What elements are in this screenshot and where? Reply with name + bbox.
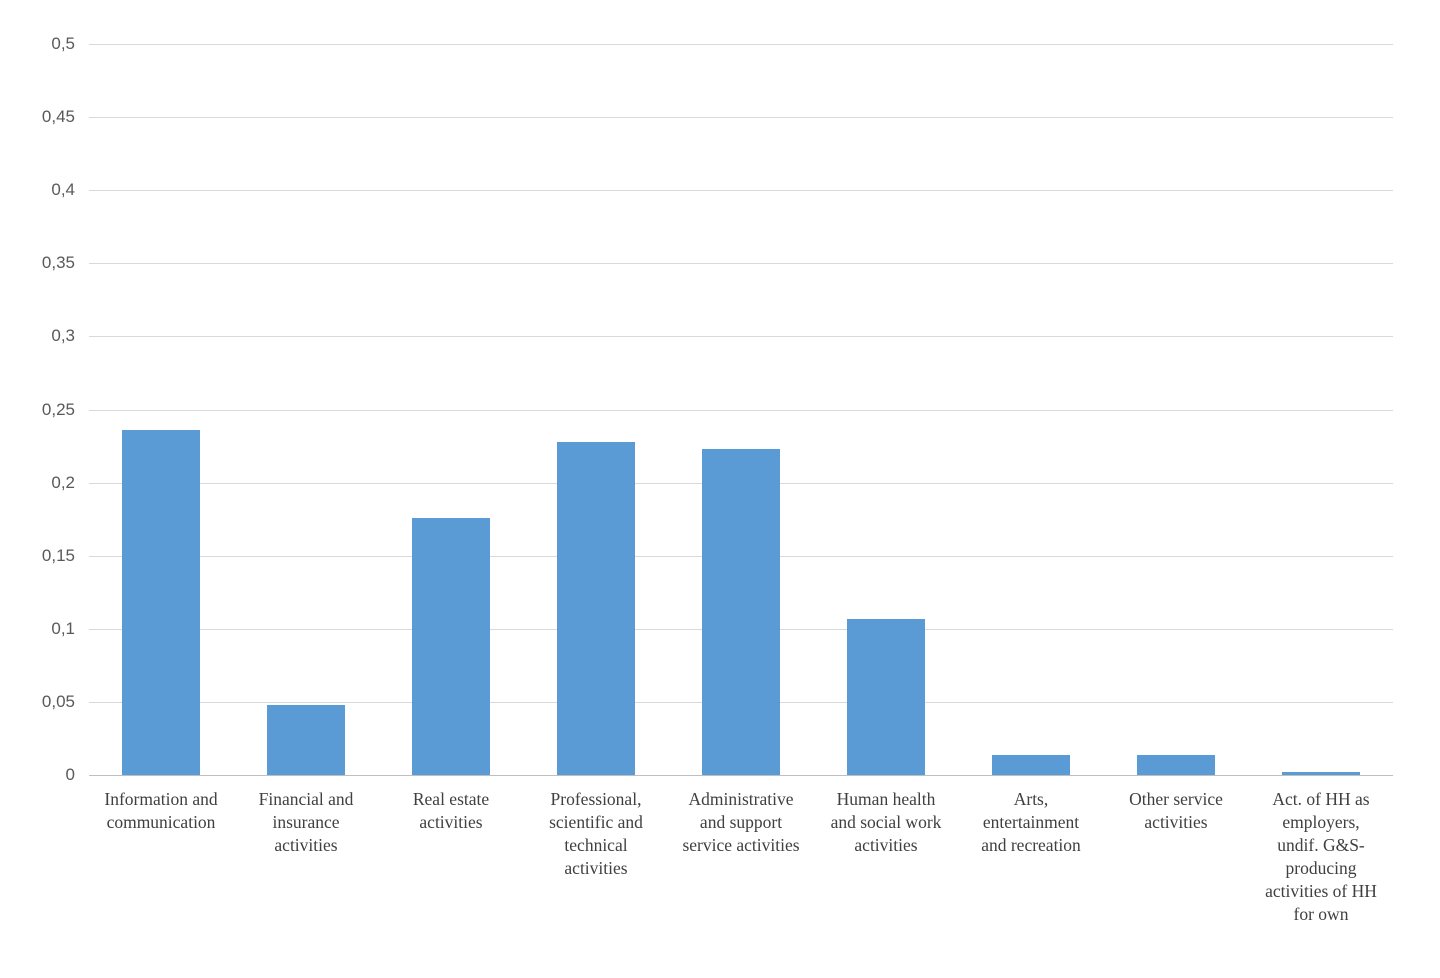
category-label-line: Information and	[104, 789, 218, 809]
category-label-line: technical	[564, 835, 628, 855]
bar-5	[702, 449, 780, 775]
y-axis-tick-label: 0	[65, 765, 75, 784]
category-label-line: Human health	[836, 789, 936, 809]
x-axis-category-label: Arts, entertainment and recreation	[951, 788, 1111, 857]
x-axis-category-label: Human health and social work activities	[806, 788, 966, 857]
bar-2	[267, 705, 345, 775]
x-axis-line	[89, 775, 1393, 776]
y-axis-tick-label: 0,5	[51, 34, 75, 53]
bar-3	[412, 518, 490, 775]
category-label-line: undif. G&S-	[1277, 835, 1365, 855]
category-label-line: employers,	[1282, 812, 1360, 832]
category-label-line: activities	[1144, 812, 1208, 832]
y-axis-tick-label: 0,25	[41, 400, 75, 419]
bar-1	[122, 430, 200, 775]
bar-6	[847, 619, 925, 775]
y-axis-tick-label: 0,15	[41, 546, 75, 565]
gridline	[89, 263, 1393, 264]
category-label-line: and recreation	[981, 835, 1081, 855]
category-label-line: activities	[274, 835, 338, 855]
bar-8	[1137, 755, 1215, 775]
category-label-line: Act. of HH as	[1272, 789, 1370, 809]
category-label-line: activities	[419, 812, 483, 832]
y-axis-tick-label: 0,2	[51, 473, 75, 492]
x-axis-category-label: Professional, scientific and technical acti…	[516, 788, 676, 880]
category-label-line: Administrative	[688, 789, 794, 809]
y-axis-tick-label: 0,4	[51, 180, 75, 199]
category-label-line: communication	[106, 812, 216, 832]
y-axis-tick-label: 0,05	[41, 692, 75, 711]
category-label-line: Arts,	[1013, 789, 1049, 809]
x-axis-category-label: Real estate activities	[371, 788, 531, 834]
x-axis-category-label: Information and communication	[81, 788, 241, 834]
bar-7	[992, 755, 1070, 775]
bar-9	[1282, 772, 1360, 775]
x-axis-category-label: Administrative and support service activit…	[661, 788, 821, 857]
x-axis-category-label: Act. of HH as employers, undif. G&S-produc…	[1241, 788, 1401, 926]
gridline	[89, 44, 1393, 45]
category-label-line: activities of HH	[1265, 881, 1377, 901]
y-axis-tick-label: 0,1	[51, 619, 75, 638]
category-label-line: producing	[1285, 858, 1357, 878]
y-axis-tick-label: 0,35	[41, 253, 75, 272]
y-axis-tick-label: 0,3	[51, 326, 75, 345]
category-label-line: Other service	[1129, 789, 1223, 809]
category-label-line: for own	[1293, 904, 1349, 924]
x-axis-category-label: Financial and insurance activities	[226, 788, 386, 857]
gridline	[89, 336, 1393, 337]
gridline	[89, 190, 1393, 191]
category-label-line: insurance	[272, 812, 340, 832]
category-label-line: activities	[854, 835, 918, 855]
bar-4	[557, 442, 635, 775]
category-label-line: and support	[699, 812, 783, 832]
category-label-line: Professional,	[550, 789, 642, 809]
category-label-line: service activities	[682, 835, 800, 855]
x-axis-category-label: Other service activities	[1096, 788, 1256, 834]
category-label-line: entertainment	[982, 812, 1080, 832]
gridline	[89, 410, 1393, 411]
y-axis-tick-label: 0,45	[41, 107, 75, 126]
category-label-line: Real estate	[412, 789, 490, 809]
gridline	[89, 117, 1393, 118]
category-label-line: scientific and	[549, 812, 643, 832]
category-label-line: and social work	[830, 812, 942, 832]
category-label-line: Financial and	[258, 789, 354, 809]
category-label-line: activities	[564, 858, 628, 878]
